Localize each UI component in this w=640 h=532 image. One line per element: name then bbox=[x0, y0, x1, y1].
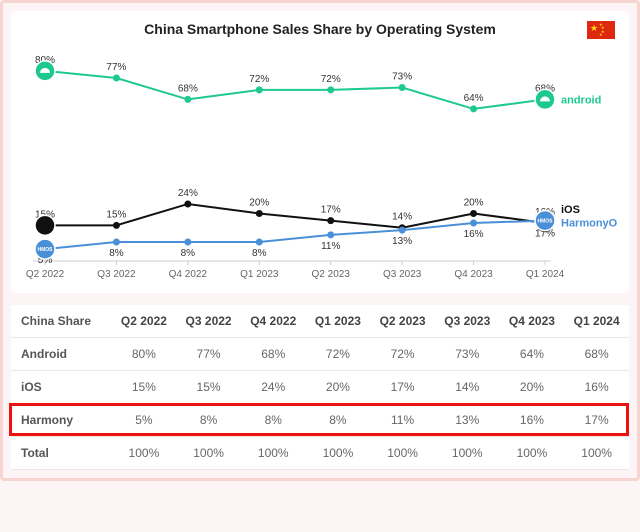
svg-text:14%: 14% bbox=[392, 212, 412, 223]
svg-text:17%: 17% bbox=[321, 205, 341, 216]
cell: 17% bbox=[564, 404, 629, 437]
cell: 5% bbox=[112, 404, 177, 437]
cell: 64% bbox=[500, 338, 565, 371]
col-header: Q4 2023 bbox=[500, 305, 565, 338]
cell: 8% bbox=[176, 404, 241, 437]
col-header: Q4 2022 bbox=[241, 305, 306, 338]
cell: 68% bbox=[564, 338, 629, 371]
cell: 73% bbox=[435, 338, 500, 371]
cell: 15% bbox=[112, 371, 177, 404]
cell: 77% bbox=[176, 338, 241, 371]
svg-text:HMOS: HMOS bbox=[538, 219, 554, 225]
data-table: China ShareQ2 2022Q3 2022Q4 2022Q1 2023Q… bbox=[11, 305, 629, 470]
cell: 100% bbox=[306, 437, 371, 470]
svg-text:HMOS: HMOS bbox=[38, 247, 54, 253]
cell: 72% bbox=[306, 338, 371, 371]
table-row: Harmony5%8%8%8%11%13%16%17% bbox=[11, 404, 629, 437]
cell: 8% bbox=[306, 404, 371, 437]
svg-text:15%: 15% bbox=[106, 209, 126, 220]
svg-text:72%: 72% bbox=[249, 74, 269, 85]
cell: 100% bbox=[370, 437, 435, 470]
col-header: China Share bbox=[11, 305, 112, 338]
cell: 100% bbox=[112, 437, 177, 470]
svg-text:Q1 2023: Q1 2023 bbox=[240, 269, 279, 280]
cell: 24% bbox=[241, 371, 306, 404]
cell: 20% bbox=[500, 371, 565, 404]
svg-text:20%: 20% bbox=[249, 197, 269, 208]
cell: 13% bbox=[435, 404, 500, 437]
svg-text:8%: 8% bbox=[109, 248, 124, 259]
svg-text:72%: 72% bbox=[321, 74, 341, 85]
cell: 68% bbox=[241, 338, 306, 371]
svg-text:Q2 2022: Q2 2022 bbox=[26, 269, 65, 280]
cell: Android bbox=[11, 338, 112, 371]
data-table-wrap: China ShareQ2 2022Q3 2022Q4 2022Q1 2023Q… bbox=[11, 305, 629, 470]
table-body: Android80%77%68%72%72%73%64%68%iOS15%15%… bbox=[11, 338, 629, 470]
chart-title: China Smartphone Sales Share by Operatin… bbox=[23, 21, 617, 37]
col-header: Q1 2023 bbox=[306, 305, 371, 338]
cell: 17% bbox=[370, 371, 435, 404]
svg-text:Q4 2023: Q4 2023 bbox=[454, 269, 493, 280]
chart-card: China Smartphone Sales Share by Operatin… bbox=[11, 11, 629, 293]
cell: Total bbox=[11, 437, 112, 470]
col-header: Q2 2022 bbox=[112, 305, 177, 338]
svg-text:8%: 8% bbox=[252, 248, 267, 259]
col-header: Q3 2023 bbox=[435, 305, 500, 338]
series-label-harmony: HarmonyOS bbox=[561, 218, 617, 230]
cell: 100% bbox=[435, 437, 500, 470]
col-header: Q3 2022 bbox=[176, 305, 241, 338]
apple-icon bbox=[35, 215, 55, 235]
cell: 11% bbox=[370, 404, 435, 437]
svg-text:20%: 20% bbox=[464, 197, 484, 208]
svg-text:11%: 11% bbox=[321, 241, 340, 252]
cell: 80% bbox=[112, 338, 177, 371]
series-label-ios: iOS bbox=[561, 204, 580, 216]
cell: 100% bbox=[241, 437, 306, 470]
svg-text:Q3 2022: Q3 2022 bbox=[97, 269, 136, 280]
table-row: Total100%100%100%100%100%100%100%100% bbox=[11, 437, 629, 470]
line-chart-svg: Q2 2022 Q3 2022 Q4 2022 Q1 2023 Q2 2023 Q3 20… bbox=[23, 45, 617, 285]
svg-text:8%: 8% bbox=[181, 248, 196, 259]
svg-text:Q1 2024: Q1 2024 bbox=[526, 269, 565, 280]
svg-text:64%: 64% bbox=[464, 93, 484, 104]
cell: 20% bbox=[306, 371, 371, 404]
cell: iOS bbox=[11, 371, 112, 404]
china-flag-icon: ★ ★ ★ ★ ★ bbox=[587, 21, 615, 39]
cell: 16% bbox=[564, 371, 629, 404]
col-header: Q2 2023 bbox=[370, 305, 435, 338]
svg-text:24%: 24% bbox=[178, 188, 198, 199]
cell: 100% bbox=[500, 437, 565, 470]
cell: Harmony bbox=[11, 404, 112, 437]
table-header-row: China ShareQ2 2022Q3 2022Q4 2022Q1 2023Q… bbox=[11, 305, 629, 338]
svg-text:Q4 2022: Q4 2022 bbox=[169, 269, 208, 280]
svg-text:77%: 77% bbox=[106, 62, 126, 73]
cell: 16% bbox=[500, 404, 565, 437]
table-row: Android80%77%68%72%72%73%64%68% bbox=[11, 338, 629, 371]
table-row: iOS15%15%24%20%17%14%20%16% bbox=[11, 371, 629, 404]
cell: 100% bbox=[176, 437, 241, 470]
col-header: Q1 2024 bbox=[564, 305, 629, 338]
svg-text:Q2 2023: Q2 2023 bbox=[312, 269, 351, 280]
cell: 14% bbox=[435, 371, 500, 404]
svg-text:Q3 2023: Q3 2023 bbox=[383, 269, 422, 280]
svg-text:16%: 16% bbox=[464, 229, 484, 240]
svg-text:68%: 68% bbox=[178, 83, 198, 94]
cell: 8% bbox=[241, 404, 306, 437]
cell: 15% bbox=[176, 371, 241, 404]
cell: 72% bbox=[370, 338, 435, 371]
svg-text:73%: 73% bbox=[392, 72, 412, 83]
page-card: China Smartphone Sales Share by Operatin… bbox=[0, 0, 640, 481]
cell: 100% bbox=[564, 437, 629, 470]
chart-area: Q2 2022 Q3 2022 Q4 2022 Q1 2023 Q2 2023 Q3 20… bbox=[23, 45, 617, 285]
series-label-android: android bbox=[561, 94, 601, 106]
svg-text:13%: 13% bbox=[392, 236, 412, 247]
